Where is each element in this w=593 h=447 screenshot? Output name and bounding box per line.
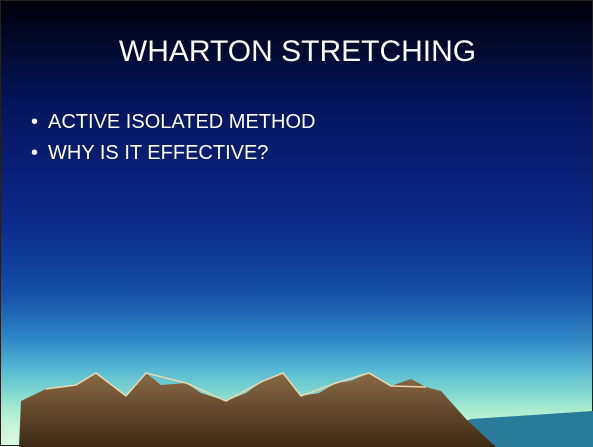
mountains xyxy=(1,1,593,447)
slide: WHARTON STRETCHING ACTIVE ISOLATED METHO… xyxy=(0,0,593,446)
